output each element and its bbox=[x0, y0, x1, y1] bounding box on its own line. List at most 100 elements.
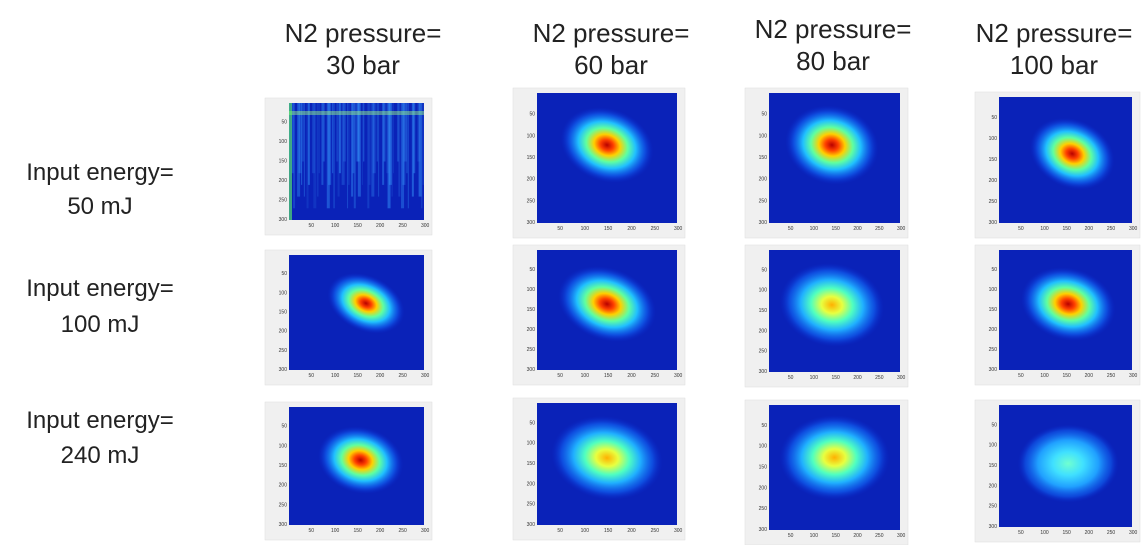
beam-profile bbox=[785, 105, 879, 185]
x-tick-label: 250 bbox=[1107, 226, 1116, 232]
image-panel: 50 100 150 200 250 300 50 100 150 200 250 300 bbox=[744, 244, 909, 388]
y-tick-label: 300 bbox=[279, 367, 288, 373]
row-labels: Input energy= 50 mJ Input energy= 100 mJ… bbox=[26, 159, 173, 469]
y-tick-label: 300 bbox=[759, 527, 768, 533]
x-tick-label: 250 bbox=[399, 528, 408, 534]
y-tick-label: 300 bbox=[759, 220, 768, 226]
row-label: Input energy= bbox=[26, 275, 173, 302]
x-tick-label: 250 bbox=[651, 373, 660, 379]
x-tick-label: 150 bbox=[354, 373, 363, 379]
noise-stripe bbox=[328, 103, 332, 185]
noise-stripe bbox=[363, 103, 365, 162]
noise-stripe bbox=[401, 103, 405, 209]
noise-stripe bbox=[361, 103, 363, 185]
beam-profile bbox=[1029, 117, 1115, 190]
row-label: 100 mJ bbox=[61, 311, 140, 338]
x-tick-label: 50 bbox=[1018, 373, 1024, 379]
noise-stripe bbox=[318, 103, 320, 174]
image-panel: 50 100 150 200 250 300 50 100 150 200 250 300 bbox=[264, 97, 433, 236]
x-tick-label: 300 bbox=[897, 226, 906, 232]
x-tick-label: 300 bbox=[674, 226, 683, 232]
x-tick-label: 300 bbox=[897, 375, 906, 381]
y-tick-label: 300 bbox=[989, 367, 998, 373]
y-tick-label: 250 bbox=[527, 502, 536, 508]
image-panel: 50 100 150 200 250 300 50 100 150 200 250 300 bbox=[974, 91, 1141, 239]
noise-stripe bbox=[376, 103, 378, 162]
x-tick-label: 200 bbox=[627, 373, 636, 379]
x-tick-label: 100 bbox=[581, 528, 590, 534]
y-tick-label: 250 bbox=[279, 348, 288, 354]
y-tick-label: 200 bbox=[527, 481, 536, 487]
x-tick-label: 50 bbox=[788, 533, 794, 539]
column-header: 60 bar bbox=[574, 50, 648, 80]
noise-stripe bbox=[293, 103, 296, 209]
noise-stripe bbox=[348, 103, 350, 185]
x-tick-label: 250 bbox=[399, 373, 408, 379]
x-tick-label: 100 bbox=[1040, 226, 1049, 232]
y-tick-label: 150 bbox=[759, 155, 768, 161]
image-panel: 50 100 150 200 250 300 50 100 150 200 250 300 bbox=[974, 399, 1141, 543]
noise-stripe bbox=[407, 103, 409, 209]
beam-profile bbox=[327, 272, 405, 334]
y-tick-label: 250 bbox=[279, 198, 288, 204]
column-header: N2 pressure= bbox=[285, 18, 442, 48]
y-tick-label: 150 bbox=[989, 157, 998, 163]
image-panel: 50 100 150 200 250 300 50 100 150 200 250 300 bbox=[512, 397, 686, 541]
image-panel: 50 100 150 200 250 300 50 100 150 200 250 300 bbox=[744, 87, 909, 239]
y-tick-label: 150 bbox=[759, 465, 768, 471]
noise-stripe bbox=[337, 103, 340, 197]
y-tick-label: 50 bbox=[991, 267, 997, 273]
noise-stripe bbox=[306, 103, 309, 209]
x-tick-label: 100 bbox=[1040, 373, 1049, 379]
y-tick-label: 200 bbox=[759, 177, 768, 183]
row-label: 240 mJ bbox=[61, 442, 140, 469]
noise-stripe bbox=[368, 103, 371, 185]
x-tick-label: 50 bbox=[1018, 226, 1024, 232]
y-tick-label: 50 bbox=[529, 267, 535, 273]
y-tick-label: 50 bbox=[761, 112, 767, 118]
x-tick-label: 100 bbox=[581, 226, 590, 232]
beam-profile bbox=[558, 266, 656, 342]
y-tick-label: 150 bbox=[279, 310, 288, 316]
x-tick-label: 250 bbox=[399, 223, 408, 229]
y-tick-label: 150 bbox=[527, 461, 536, 467]
x-tick-label: 150 bbox=[604, 373, 613, 379]
noise-stripe bbox=[422, 103, 424, 185]
y-tick-label: 250 bbox=[759, 349, 768, 355]
y-tick-label: 300 bbox=[279, 217, 288, 223]
noise-stripe bbox=[357, 103, 361, 197]
y-tick-label: 100 bbox=[989, 443, 998, 449]
beam-profile bbox=[779, 415, 890, 500]
beam-profile bbox=[551, 415, 663, 500]
beam-profile bbox=[317, 426, 404, 494]
noise-stripe bbox=[398, 103, 401, 197]
x-tick-label: 50 bbox=[788, 226, 794, 232]
beam-profile bbox=[779, 263, 884, 347]
x-tick-label: 200 bbox=[376, 373, 385, 379]
noise-stripe bbox=[351, 103, 354, 197]
noise-stripe bbox=[343, 103, 346, 162]
y-tick-label: 150 bbox=[989, 307, 998, 313]
x-tick-label: 50 bbox=[557, 226, 563, 232]
noise-stripe bbox=[378, 103, 380, 197]
column-header: N2 pressure= bbox=[755, 14, 912, 44]
x-tick-label: 300 bbox=[1129, 530, 1138, 536]
y-tick-label: 300 bbox=[759, 369, 768, 375]
y-tick-label: 200 bbox=[989, 327, 998, 333]
x-tick-label: 300 bbox=[674, 528, 683, 534]
y-tick-label: 150 bbox=[279, 463, 288, 469]
column-header: 80 bar bbox=[796, 46, 870, 76]
x-tick-label: 250 bbox=[651, 528, 660, 534]
noise-stripe bbox=[386, 103, 390, 174]
x-tick-label: 200 bbox=[853, 226, 862, 232]
column-header: 100 bar bbox=[1010, 50, 1099, 80]
x-tick-label: 250 bbox=[875, 375, 884, 381]
y-tick-label: 100 bbox=[989, 136, 998, 142]
noise-stripe bbox=[402, 103, 406, 185]
noise-stripe bbox=[303, 103, 305, 197]
x-tick-label: 300 bbox=[1129, 373, 1138, 379]
y-tick-label: 50 bbox=[761, 423, 767, 429]
noise-stripe bbox=[421, 103, 423, 209]
y-tick-label: 200 bbox=[759, 328, 768, 334]
